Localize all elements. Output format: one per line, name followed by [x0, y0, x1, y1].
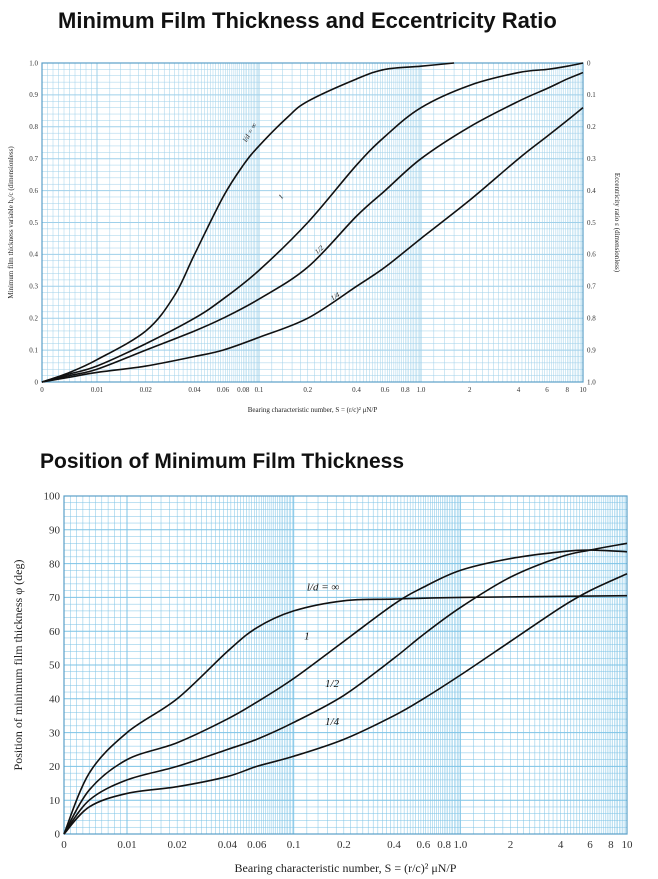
- y-tick-label: 0: [55, 829, 61, 841]
- y-tick-label: 30: [49, 727, 61, 739]
- x-tick-label: 0.02: [140, 386, 153, 394]
- y-tick-label: 0.4: [29, 251, 38, 259]
- x-tick-label: 8: [608, 839, 614, 851]
- y-tick-label: 0.8: [29, 123, 38, 131]
- line-label: 1: [277, 193, 285, 201]
- y-tick-label: 0.7: [29, 155, 38, 163]
- x-tick-label: 2: [468, 386, 472, 394]
- line-label: 1: [304, 631, 310, 643]
- y-tick-label: 10: [49, 795, 61, 807]
- x-tick-label: 10: [622, 839, 634, 851]
- y-tick-label: 100: [44, 491, 61, 503]
- line-label: 1/2: [325, 678, 340, 690]
- plot-frame: [41, 62, 584, 383]
- x-tick-label: 0: [40, 386, 44, 394]
- x-tick-label: 8: [566, 386, 570, 394]
- line-label: l/d = ∞: [307, 582, 340, 594]
- y-tick-label: 90: [49, 524, 61, 536]
- x-tick-label: 0.04: [188, 386, 201, 394]
- y2-axis-label: Eccentricity ratio ε (dimensionless): [613, 173, 621, 273]
- series-line-0: [63, 594, 628, 835]
- series-line-1: [63, 549, 628, 835]
- x-tick-label: 0.1: [255, 386, 264, 394]
- y-tick-label: 0.9: [29, 91, 38, 99]
- x-tick-label: 0: [61, 839, 67, 851]
- y2-tick-label: 0.3: [587, 155, 596, 163]
- y-tick-label: 80: [49, 558, 61, 570]
- y2-tick-label: 1.0: [587, 378, 596, 386]
- film-thickness-chart: 0 0.1 0.2 0.3 0.4 0.5 0.6 0.7 0.8 0.9 1.0 1.0 0.9 0.8…: [7, 59, 621, 414]
- x-tick-label: 0.2: [303, 386, 312, 394]
- chart1-title: Minimum Film Thickness and Eccentricity …: [58, 8, 557, 33]
- series-line-1: [41, 62, 584, 383]
- line-label: 1/4: [329, 291, 341, 303]
- y2-tick-label: 0.7: [587, 283, 596, 291]
- series-line-0: [41, 62, 455, 383]
- y-tick-label: 20: [49, 761, 61, 773]
- x-tick-label: 0.6: [416, 839, 430, 851]
- x-axis-label: Bearing characteristic number, S = (r/c)…: [235, 861, 457, 875]
- y2-tick-label: 0.1: [587, 91, 596, 99]
- series-line-2: [41, 71, 584, 383]
- x-tick-label: 0.4: [387, 839, 401, 851]
- x-tick-label: 0.8: [437, 839, 451, 851]
- x-tick-label: 0.08: [237, 386, 250, 394]
- y2-tick-label: 0: [587, 59, 591, 67]
- x-tick-label: 0.01: [91, 386, 104, 394]
- series-line-3: [41, 107, 584, 383]
- y-tick-label: 0.1: [29, 346, 38, 354]
- y2-tick-label: 0.6: [587, 251, 596, 259]
- y-tick-label: 0.2: [29, 315, 38, 323]
- x-tick-label: 1.0: [453, 839, 467, 851]
- x-tick-label: 0.04: [218, 839, 238, 851]
- x-tick-label: 4: [558, 839, 564, 851]
- x-tick-label: 0.6: [381, 386, 390, 394]
- grid: [64, 495, 628, 835]
- plot-frame: [63, 495, 628, 835]
- x-tick-label: 0.06: [247, 839, 267, 851]
- y-tick-label: 0.6: [29, 187, 38, 195]
- y-tick-label: 70: [49, 592, 61, 604]
- x-tick-label: 6: [545, 386, 549, 394]
- x-tick-label: 0.2: [337, 839, 351, 851]
- x-tick-label: 0.8: [401, 386, 410, 394]
- y2-tick-label: 0.5: [587, 219, 596, 227]
- x-tick-label: 0.02: [168, 839, 187, 851]
- y-tick-label: 1.0: [29, 59, 38, 67]
- x-tick-label: 0.1: [287, 839, 301, 851]
- x-tick-label: 10: [580, 386, 588, 394]
- y2-tick-label: 0.9: [587, 346, 596, 354]
- x-tick-label: 4: [517, 386, 521, 394]
- chart2-title: Position of Minimum Film Thickness: [40, 450, 405, 473]
- y-tick-label: 0.3: [29, 283, 38, 291]
- x-axis-label: Bearing characteristic number, S = (r/c)…: [248, 406, 378, 414]
- grid: [42, 62, 584, 383]
- x-tick-label: 6: [587, 839, 593, 851]
- x-tick-label: 0.06: [217, 386, 230, 394]
- x-tick-label: 1.0: [417, 386, 426, 394]
- series-line-3: [63, 573, 628, 835]
- y-tick-label: 40: [49, 693, 61, 705]
- line-label: 1/4: [325, 716, 340, 728]
- y2-tick-label: 0.4: [587, 187, 596, 195]
- y-tick-label: 0: [35, 378, 39, 386]
- y2-tick-label: 0.2: [587, 123, 596, 131]
- y-tick-label: 60: [49, 626, 61, 638]
- x-tick-label: 0.4: [352, 386, 361, 394]
- x-tick-label: 0.01: [117, 839, 136, 851]
- y2-tick-label: 0.8: [587, 315, 596, 323]
- y-tick-label: 50: [49, 660, 61, 672]
- x-tick-label: 2: [508, 839, 514, 851]
- y-axis-label: Position of minimum film thickness φ (de…: [11, 560, 25, 771]
- series-line-2: [63, 542, 628, 835]
- y-tick-label: 0.5: [29, 219, 38, 227]
- y-axis-label: Minimum film thickness variable h₀/c (di…: [7, 146, 15, 299]
